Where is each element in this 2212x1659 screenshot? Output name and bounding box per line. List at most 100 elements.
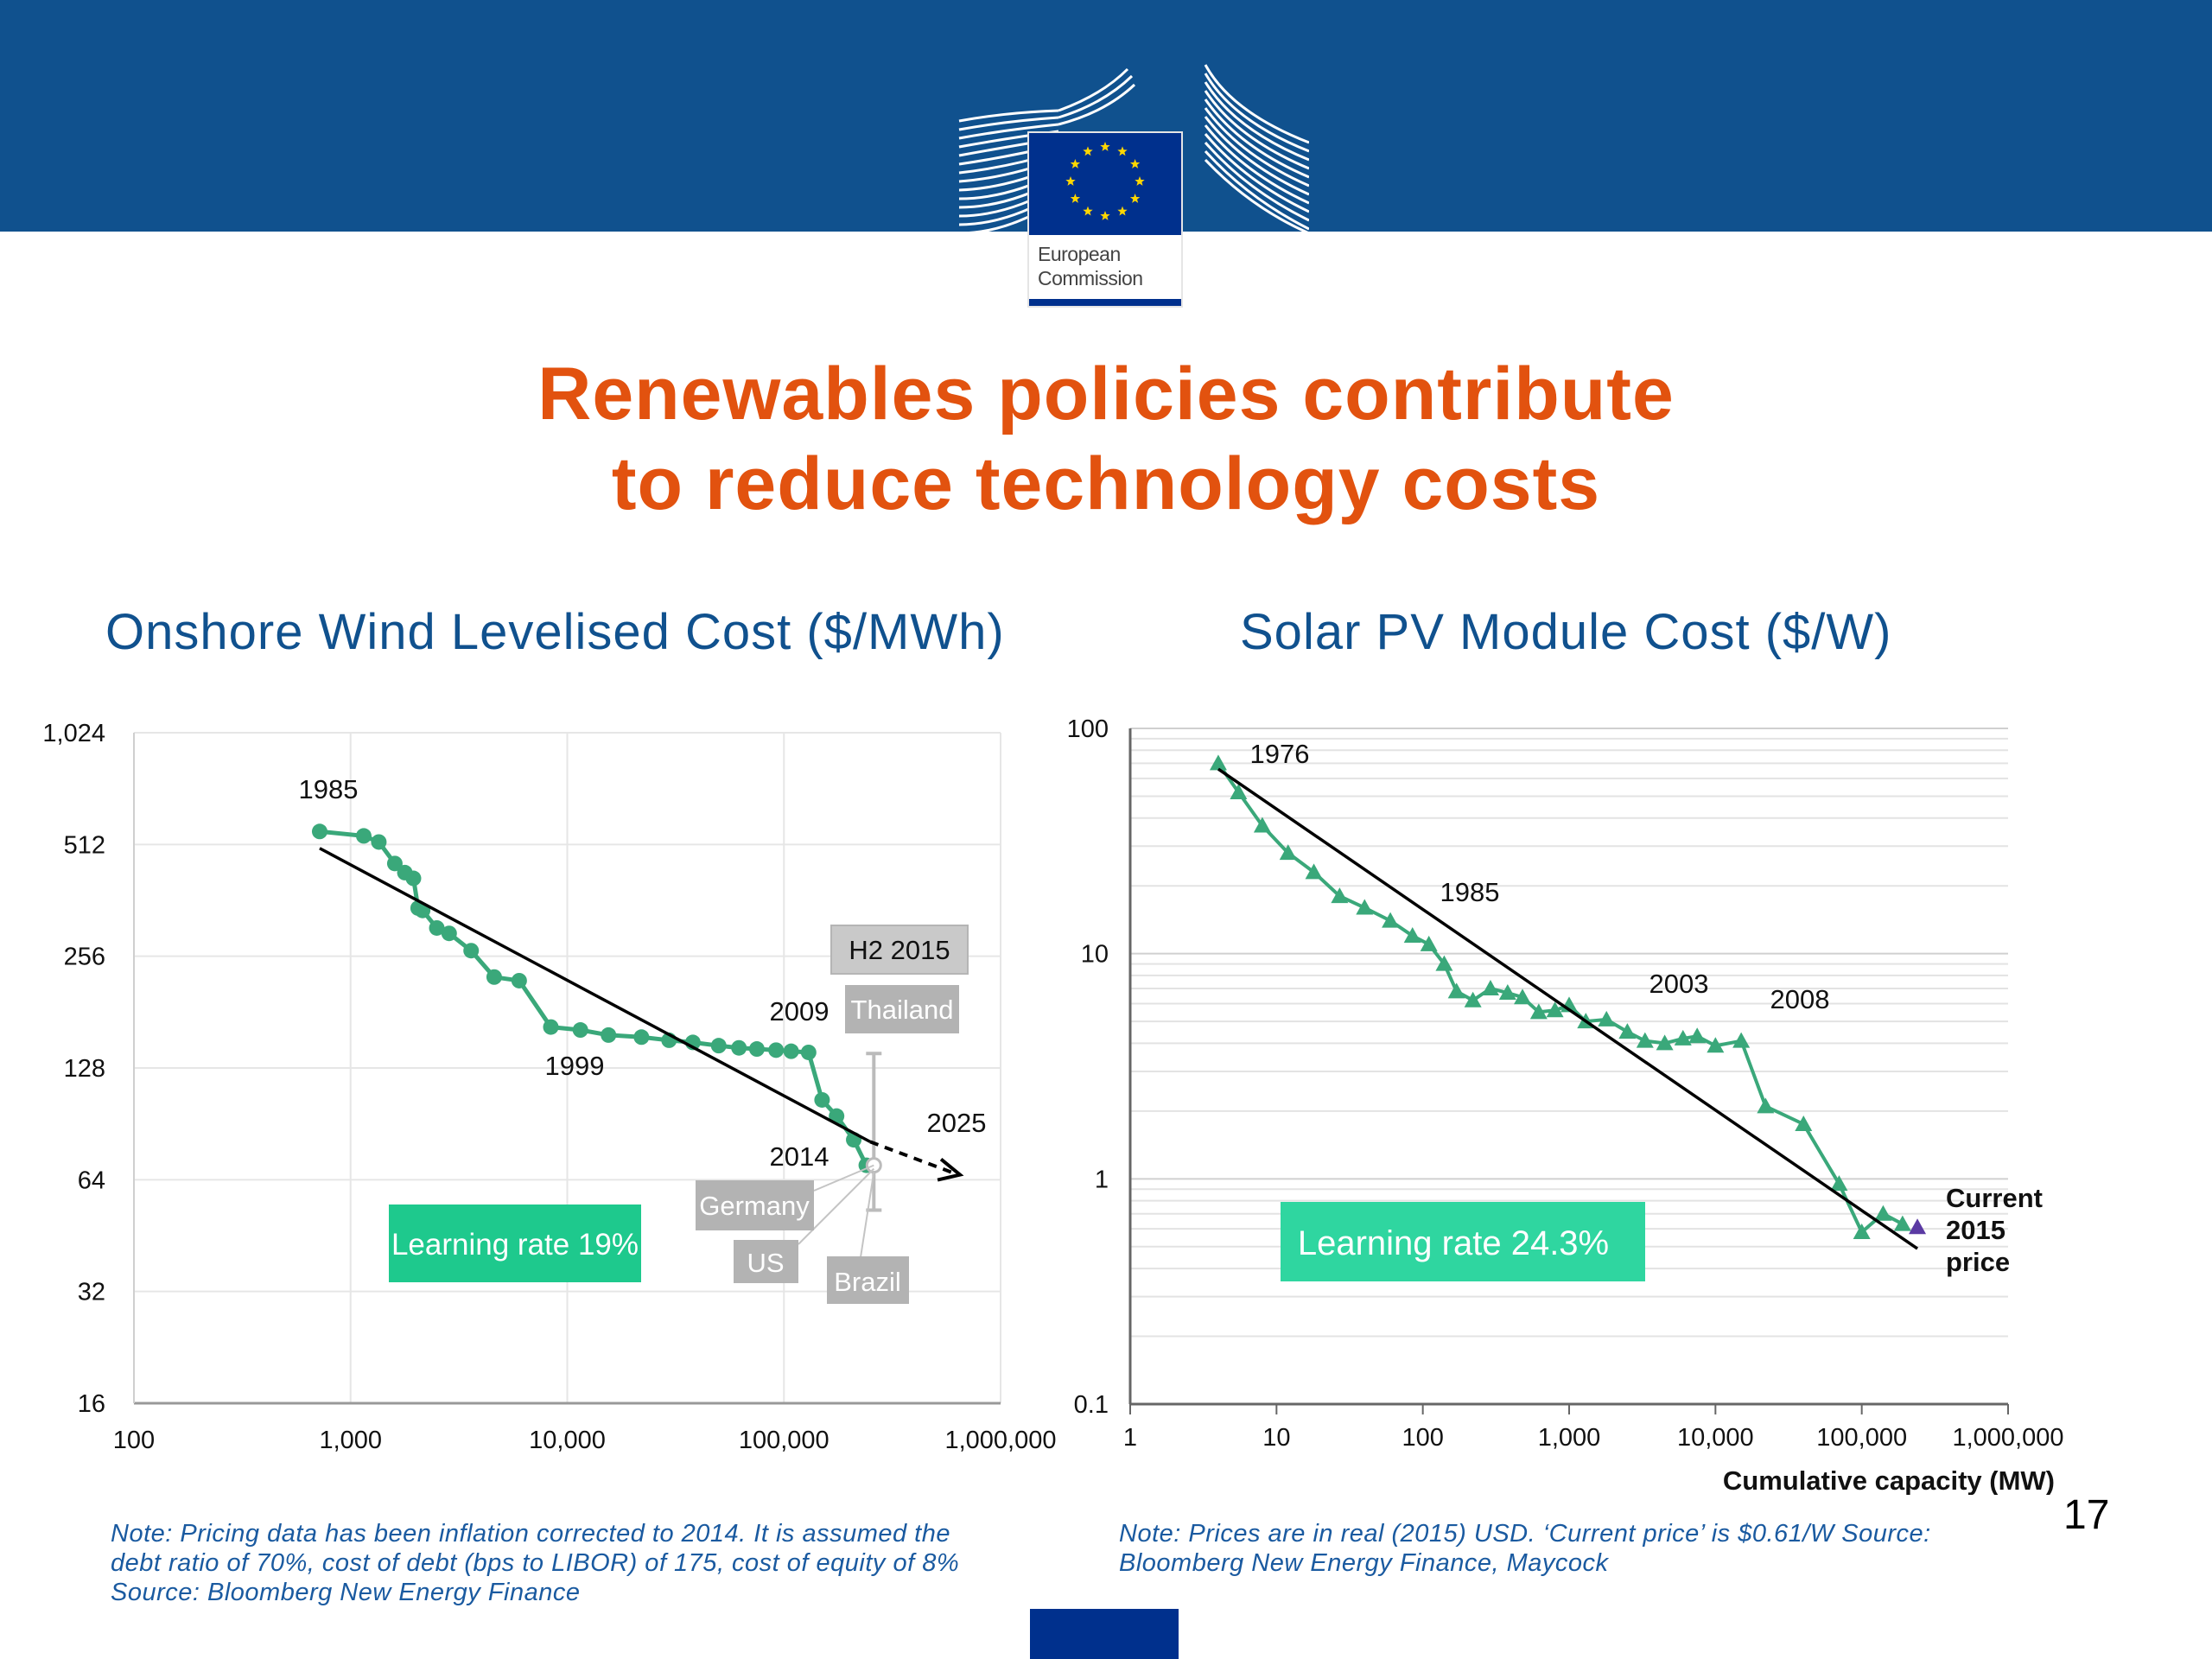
y-tick-label: 10: [1081, 941, 1109, 969]
wind-data-point: [441, 925, 457, 942]
h2-2015-box: [830, 925, 969, 975]
year-label-2014: 2014: [770, 1141, 830, 1172]
y-tick-label: 100: [1067, 715, 1109, 743]
solar-series-line: [1217, 762, 1904, 1236]
logo-underline: [1029, 299, 1181, 306]
x-tick-label: 10,000: [1677, 1424, 1754, 1452]
y-tick-label: 1: [1095, 1166, 1109, 1193]
slide-title-line2: to reduce technology costs: [611, 442, 1601, 525]
solar-data-point: [1893, 1215, 1911, 1231]
logo-line2: Commission: [1038, 267, 1143, 289]
germany-connector: [813, 1164, 874, 1192]
solar-data-point: [1253, 817, 1271, 833]
eu-star-icon: [1135, 176, 1145, 186]
wind-data-point: [633, 1029, 650, 1046]
year-label-2008: 2008: [1770, 984, 1830, 1014]
wind-trend-line: [319, 847, 871, 1143]
brazil-connector: [860, 1172, 875, 1258]
solar-data-point: [1732, 1032, 1751, 1048]
solar-data-point: [1618, 1023, 1637, 1039]
x-tick-label: 1,000: [319, 1427, 382, 1454]
eu-flag-icon: [1029, 133, 1181, 235]
eu-star-icon: [1129, 159, 1141, 168]
germany-box: [696, 1180, 814, 1230]
wind-chart-note: Note: Pricing data has been inflation co…: [111, 1520, 960, 1606]
us-connector: [798, 1167, 875, 1245]
wind-data-point: [710, 1038, 727, 1054]
solar-data-point: [1498, 984, 1516, 1001]
logo-box: European Commission: [1027, 131, 1183, 308]
eu-star-icon: [1070, 194, 1081, 203]
solar-data-point: [1209, 754, 1227, 771]
eu-star-icon: [1117, 146, 1128, 156]
eu-star-icon: [1100, 142, 1110, 151]
solar-data-point: [1529, 1003, 1548, 1020]
current-price-label-line3: price: [1946, 1247, 2010, 1277]
x-tick-label: 100: [1402, 1424, 1443, 1452]
slide-title: Renewables policies contribute to reduce…: [0, 349, 2212, 529]
y-tick-label: 0.1: [1074, 1391, 1109, 1419]
y-tick-label: 32: [78, 1279, 105, 1306]
wind-projection-arrow-icon: [937, 1158, 964, 1182]
solar-data-point: [1874, 1205, 1892, 1221]
eu-star-icon: [1065, 176, 1076, 186]
eu-star-icon: [1083, 146, 1093, 156]
solar-data-point: [1230, 784, 1248, 800]
wind-data-point: [371, 834, 387, 850]
y-tick-label: 128: [64, 1055, 105, 1083]
thailand-label: Thailand: [851, 995, 954, 1025]
wind-data-point: [463, 943, 480, 959]
current-price-label-line2: 2015: [1946, 1215, 2005, 1245]
year-label-1976: 1976: [1250, 739, 1310, 769]
x-tick-label: 1,000,000: [1952, 1424, 2063, 1452]
solar-data-point: [1636, 1032, 1654, 1048]
thailand-box: [845, 985, 959, 1033]
wind-learning-rate-box: [389, 1205, 641, 1282]
current-price-label-line1: Current: [1946, 1183, 2043, 1213]
solar-data-point: [1795, 1115, 1813, 1131]
wind-data-point: [511, 972, 527, 988]
wind-data-point: [543, 1019, 559, 1035]
solar-data-point: [1830, 1175, 1848, 1192]
wind-data-point: [429, 919, 445, 936]
brazil-label: Brazil: [834, 1267, 901, 1297]
wind-data-point: [783, 1043, 799, 1059]
solar-data-point: [1546, 1001, 1564, 1018]
solar-trend-line: [1217, 767, 1919, 1250]
logo-text: European Commission: [1038, 242, 1143, 290]
y-tick-label: 256: [64, 944, 105, 971]
solar-data-point: [1447, 982, 1465, 999]
solar-learning-rate-label: Learning rate 24.3%: [1298, 1224, 1609, 1262]
solar-data-point: [1356, 899, 1374, 915]
h2-2015-label: H2 2015: [849, 935, 950, 965]
page-number: 17: [2063, 1492, 2110, 1538]
wind-data-point: [601, 1027, 617, 1043]
wind-data-point: [486, 969, 502, 985]
solar-data-point: [1331, 887, 1349, 904]
eu-star-icon: [1083, 206, 1093, 216]
x-tick-label: 100,000: [1816, 1424, 1907, 1452]
solar-data-point: [1598, 1010, 1616, 1027]
solar-data-point: [1382, 912, 1400, 928]
us-label: US: [747, 1248, 784, 1278]
wind-data-point: [405, 870, 422, 887]
y-tick-label: 16: [78, 1390, 105, 1418]
solar-data-point: [1403, 927, 1421, 944]
eu-star-icon: [1129, 194, 1141, 203]
year-label-2025: 2025: [927, 1108, 987, 1138]
wind-data-point: [800, 1044, 817, 1060]
x-tick-label: 100: [113, 1427, 155, 1454]
wind-data-point: [814, 1091, 830, 1108]
solar-data-point: [1514, 988, 1532, 1005]
wind-data-point: [572, 1022, 588, 1039]
wind-data-point: [748, 1041, 765, 1058]
brazil-box: [827, 1256, 909, 1304]
solar-chart-title: Solar PV Module Cost ($/W): [1240, 604, 1892, 660]
x-tick-label: 10,000: [529, 1427, 606, 1454]
wind-data-point: [731, 1039, 747, 1056]
y-tick-label: 1,024: [42, 720, 105, 747]
x-tick-label: 1,000,000: [944, 1427, 1056, 1454]
logo-line1: European: [1038, 243, 1121, 265]
us-box: [734, 1240, 798, 1283]
y-tick-label: 512: [64, 831, 105, 859]
